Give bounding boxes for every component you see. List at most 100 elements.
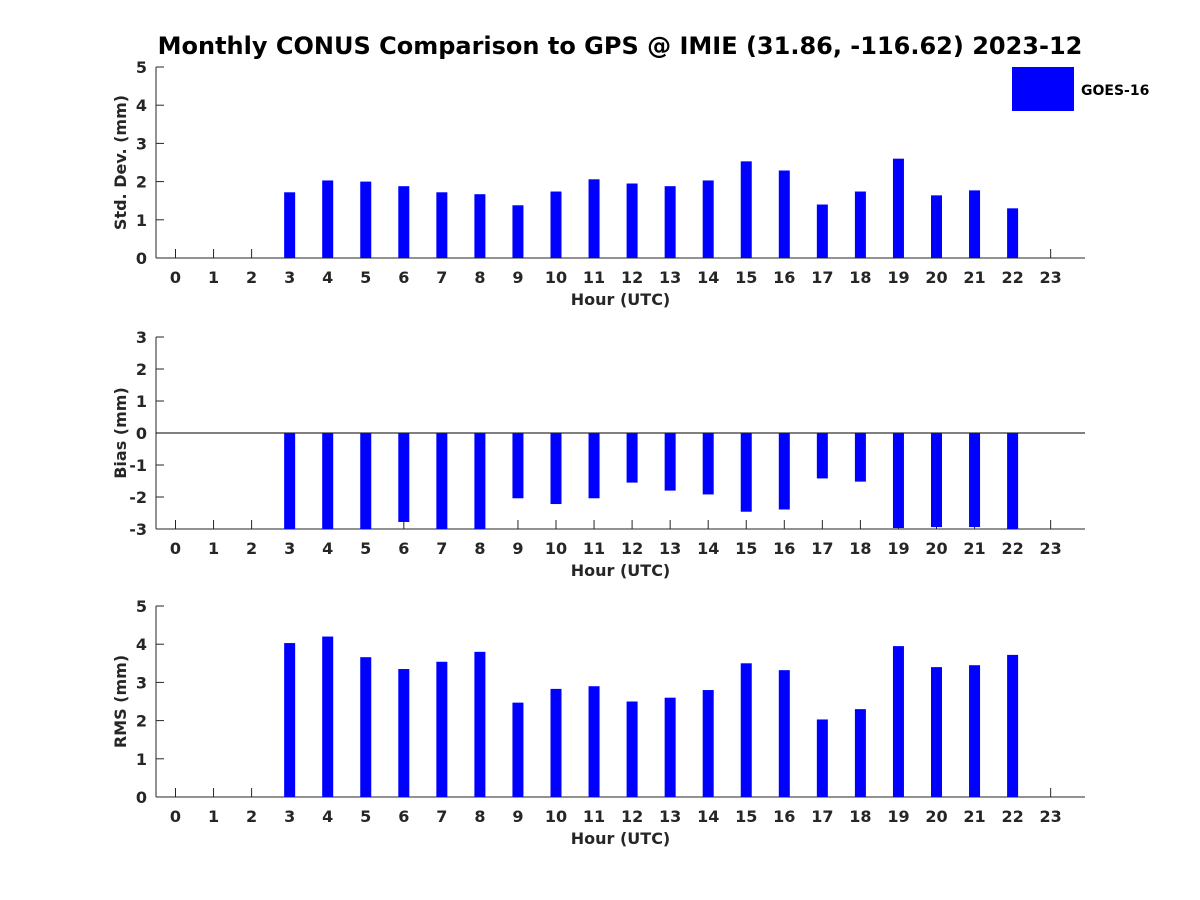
x-tick-label: 23 — [1040, 807, 1062, 826]
x-tick-label: 11 — [583, 268, 605, 287]
x-tick-label: 21 — [963, 807, 985, 826]
x-tick-label: 22 — [1001, 807, 1023, 826]
bar-hour-3 — [284, 643, 296, 797]
bar-hour-22 — [1007, 654, 1019, 797]
x-tick-label: 17 — [811, 268, 833, 287]
bar-hour-9 — [512, 433, 524, 499]
x-tick-label: 19 — [887, 807, 909, 826]
x-tick-label: 23 — [1040, 539, 1062, 558]
bar-hour-13 — [664, 433, 676, 491]
x-tick-label: 5 — [360, 539, 371, 558]
y-tick-label: 3 — [136, 673, 147, 692]
x-tick-label: 17 — [811, 539, 833, 558]
x-tick-label: 3 — [284, 539, 295, 558]
bar-hour-22 — [1007, 208, 1019, 258]
bar-hour-10 — [550, 191, 562, 258]
y-tick-label: 4 — [136, 635, 147, 654]
x-tick-label: 6 — [398, 807, 409, 826]
x-tick-label: 7 — [436, 539, 447, 558]
x-tick-label: 22 — [1001, 268, 1023, 287]
x-tick-label: 9 — [512, 268, 523, 287]
x-tick-label: 12 — [621, 807, 643, 826]
y-tick-label: 3 — [136, 134, 147, 153]
x-tick-label: 4 — [322, 268, 333, 287]
bar-hour-13 — [664, 697, 676, 797]
x-tick-label: 23 — [1040, 268, 1062, 287]
x-tick-label: 7 — [436, 807, 447, 826]
bar-hour-18 — [854, 709, 866, 797]
x-tick-label: 3 — [284, 807, 295, 826]
x-tick-label: 14 — [697, 268, 719, 287]
y-tick-label: 0 — [136, 788, 147, 807]
x-tick-label: 2 — [246, 539, 257, 558]
y-tick-label: 3 — [136, 328, 147, 347]
x-tick-label: 3 — [284, 268, 295, 287]
x-tick-label: 20 — [925, 807, 947, 826]
bar-hour-4 — [322, 636, 334, 797]
bar-hour-12 — [626, 701, 638, 797]
x-tick-label: 21 — [963, 539, 985, 558]
x-tick-label: 0 — [170, 807, 181, 826]
x-tick-label: 0 — [170, 268, 181, 287]
x-tick-label: 10 — [545, 268, 567, 287]
bar-hour-10 — [550, 688, 562, 797]
x-tick-label: 13 — [659, 807, 681, 826]
x-tick-label: 20 — [925, 539, 947, 558]
bar-hour-4 — [322, 180, 334, 258]
bar-hour-14 — [702, 690, 714, 797]
x-tick-label: 8 — [474, 268, 485, 287]
x-tick-label: 2 — [246, 268, 257, 287]
x-tick-label: 19 — [887, 539, 909, 558]
y-tick-label: -3 — [129, 520, 147, 539]
y-tick-label: 0 — [136, 424, 147, 443]
x-tick-label: 16 — [773, 807, 795, 826]
bar-hour-9 — [512, 702, 524, 797]
y-tick-label: 1 — [136, 750, 147, 769]
x-tick-label: 1 — [208, 268, 219, 287]
bar-hour-5 — [360, 657, 372, 797]
bar-hour-21 — [969, 433, 981, 528]
bar-hour-6 — [398, 433, 410, 522]
x-tick-label: 12 — [621, 539, 643, 558]
y-axis-label: Bias (mm) — [111, 387, 130, 479]
x-tick-label: 1 — [208, 807, 219, 826]
y-tick-label: 2 — [136, 360, 147, 379]
bar-hour-5 — [360, 181, 372, 258]
bar-hour-18 — [854, 191, 866, 258]
bar-hour-8 — [474, 651, 486, 797]
x-tick-label: 15 — [735, 268, 757, 287]
bar-hour-20 — [931, 667, 942, 797]
bar-hour-20 — [931, 433, 942, 528]
bar-hour-19 — [892, 433, 904, 529]
x-tick-label: 20 — [925, 268, 947, 287]
x-tick-label: 8 — [474, 539, 485, 558]
bar-hour-18 — [854, 433, 866, 482]
x-tick-label: 4 — [322, 807, 333, 826]
legend-swatch-goes-16 — [1012, 67, 1074, 111]
bar-hour-16 — [778, 670, 790, 797]
bar-hour-17 — [816, 204, 828, 258]
x-tick-label: 16 — [773, 268, 795, 287]
bar-hour-19 — [892, 158, 904, 258]
bar-hour-12 — [626, 433, 638, 483]
x-axis-label: Hour (UTC) — [571, 829, 671, 848]
bar-hour-15 — [740, 663, 752, 797]
x-tick-label: 13 — [659, 268, 681, 287]
x-tick-label: 0 — [170, 539, 181, 558]
x-tick-label: 6 — [398, 268, 409, 287]
x-tick-label: 19 — [887, 268, 909, 287]
y-tick-label: 0 — [136, 249, 147, 268]
bar-hour-11 — [588, 179, 600, 258]
x-axis-label: Hour (UTC) — [571, 290, 671, 309]
x-tick-label: 7 — [436, 268, 447, 287]
x-tick-label: 17 — [811, 807, 833, 826]
x-tick-label: 4 — [322, 539, 333, 558]
y-tick-label: 1 — [136, 211, 147, 230]
y-axis-label: RMS (mm) — [111, 655, 130, 748]
bar-hour-6 — [398, 669, 410, 797]
bar-hour-20 — [931, 195, 942, 258]
bar-hour-8 — [474, 194, 486, 258]
y-tick-label: 5 — [136, 58, 147, 77]
